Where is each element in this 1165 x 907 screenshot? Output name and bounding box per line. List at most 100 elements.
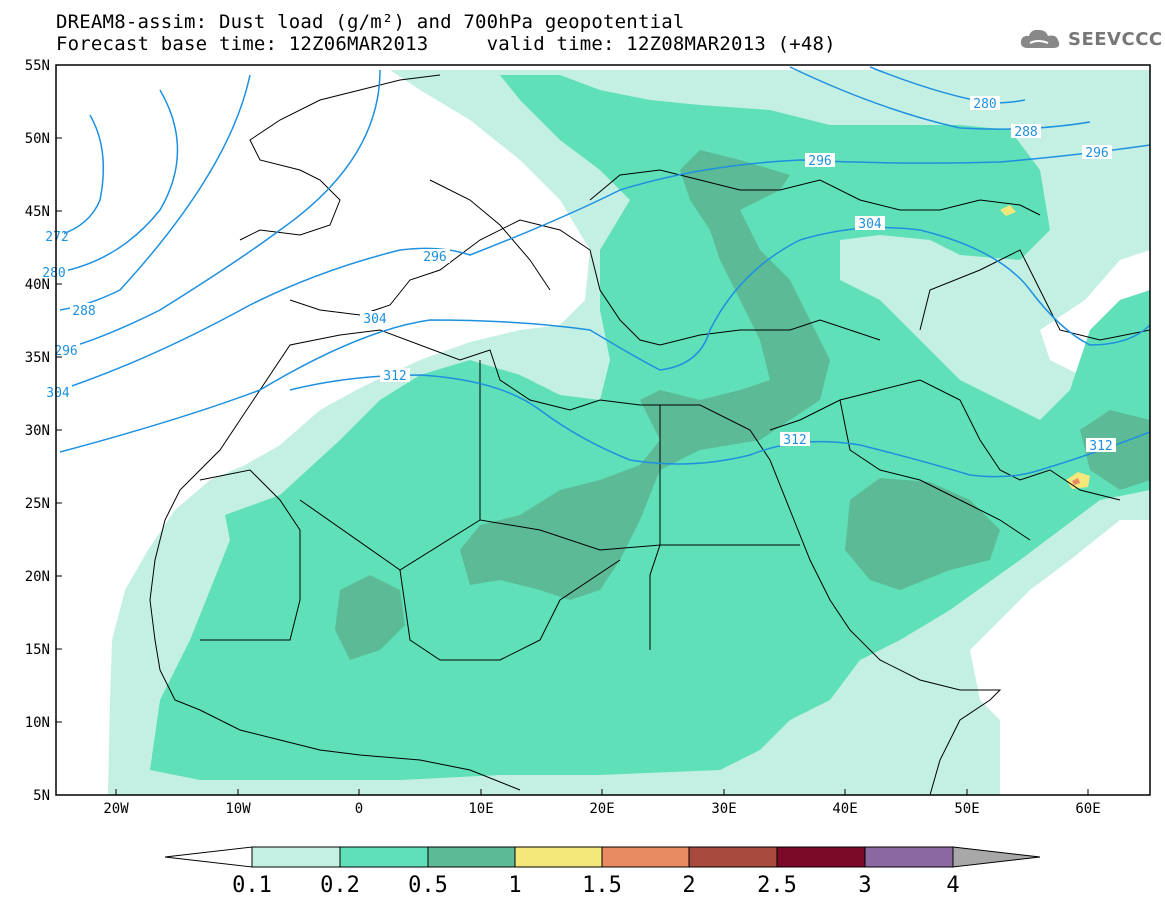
contour-label: 304 [855,216,885,232]
geopotential-contours [59,66,1150,478]
europe-coastline [239,74,1041,346]
lon-label: 50E [954,801,979,817]
svg-text:312: 312 [1089,439,1112,454]
lon-label: 60E [1075,801,1100,817]
svg-text:280: 280 [42,266,65,281]
lon-label: 20W [103,801,129,817]
colorbar-label: 0.2 [320,873,360,898]
contour-line [59,144,1150,391]
contour-label: 312 [780,432,810,448]
colorbar-label: 1 [508,873,521,898]
dust-area-0.5 [335,575,405,660]
svg-text:272: 272 [45,230,68,245]
colorbar-label: 0.5 [408,873,448,898]
colorbar-label: 3 [858,873,871,898]
lat-label: 35N [25,350,50,366]
latitude-axis [56,64,62,796]
contour-line [789,66,1091,130]
lat-label: 20N [25,569,50,585]
colorbar-max-arrow [952,846,1041,868]
lat-label: 30N [25,423,50,439]
longitude-axis [115,789,1089,795]
contour-label: 272 [40,229,69,245]
colorbar-bin [251,846,341,868]
contour-label: 296 [52,343,80,359]
svg-text:296: 296 [1085,146,1108,161]
contour-label: 288 [1011,124,1041,140]
contour-label: 280 [970,96,1000,112]
contour-line [59,69,381,351]
lat-label: 15N [25,642,50,658]
svg-text:304: 304 [46,386,70,401]
lat-label: 10N [25,715,50,731]
contour-line [289,374,1150,478]
lat-label: 40N [25,277,50,293]
contour-label: 296 [420,249,450,265]
colorbar-bin [427,846,516,868]
colorbar-bin [864,846,954,868]
contour-label: 288 [70,303,98,319]
colorbar-bin [601,846,690,868]
africa-coastline [149,329,1002,795]
dust-area-0.5 [845,478,1000,590]
svg-text:312: 312 [783,433,806,448]
latitude-labels: 55N 50N 45N 40N 35N 30N 25N 20N 15N 10N … [25,58,50,804]
dust-area-0.5 [460,150,830,600]
dust-area-1 [1000,205,1016,216]
contour-line [59,74,251,311]
contour-label: 312 [1086,438,1116,454]
colorbar-label: 1.5 [582,873,622,898]
contour-labels: 272 280 288 296 304 312 280 288 296 296 … [40,96,1116,454]
colorbar-label: 2.5 [757,873,797,898]
svg-text:296: 296 [54,344,77,359]
map-title: DREAM8-assim: Dust load (g/m²) and 700hP… [56,11,685,33]
map-subtitle: Forecast base time: 12Z06MAR2013 valid t… [56,33,836,55]
contour-label: 304 [44,385,72,401]
contour-label: 296 [1082,145,1112,161]
middle-east-borders [199,249,1150,661]
seevccc-logo: SEEVCCC [1018,26,1163,52]
svg-text:288: 288 [72,304,95,319]
cloud-icon [1020,29,1060,48]
colorbar-label: 2 [682,873,695,898]
dust-area-1.5 [1072,478,1080,485]
contour-label: 296 [805,153,835,169]
logo-text: SEEVCCC [1068,28,1163,50]
colorbar-min-arrow [164,846,253,868]
svg-text:304: 304 [363,312,387,327]
contour-line [59,114,105,236]
colorbar-bin [688,846,778,868]
colorbar-bin [339,846,429,868]
lon-label: 20E [589,801,614,817]
coastlines [149,74,1150,795]
colorbar-bin [776,846,866,868]
svg-text:288: 288 [1014,125,1037,140]
lat-label: 25N [25,496,50,512]
contour-line [59,89,179,273]
lon-label: 30E [711,801,736,817]
lat-label: 55N [25,58,50,74]
dust-layer [108,70,1150,795]
contour-label: 280 [40,265,68,281]
svg-text:296: 296 [423,250,446,265]
lon-label: 40E [832,801,857,817]
lat-label: 45N [25,204,50,220]
colorbar-label: 0.1 [232,873,272,898]
lon-label: 10E [468,801,493,817]
lon-label: 0 [355,801,363,817]
lat-label: 5N [33,788,50,804]
colorbar-bin [514,846,603,868]
lon-label: 10W [225,801,251,817]
contour-line [59,226,1150,453]
contour-label: 304 [360,311,390,327]
svg-text:304: 304 [858,217,882,232]
svg-text:280: 280 [973,97,996,112]
contour-label: 312 [380,368,410,384]
colorbar-label: 4 [946,873,959,898]
lat-label: 50N [25,131,50,147]
svg-text:312: 312 [383,369,406,384]
colorbar-legend: 0.1 0.2 0.5 1 1.5 2 2.5 3 4 [164,846,1041,898]
longitude-labels: 20W 10W 0 10E 20E 30E 40E 50E 60E [103,801,1100,817]
svg-text:296: 296 [808,154,831,169]
